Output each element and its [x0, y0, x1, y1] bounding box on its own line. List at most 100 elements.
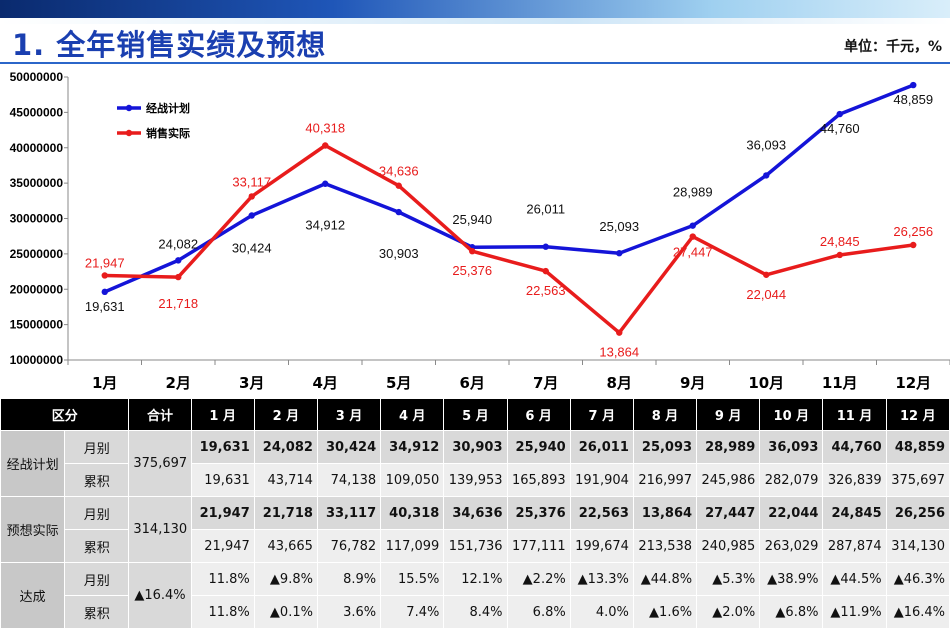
value-cell: 13,864 [632, 496, 698, 530]
x-tick-label: 12月 [895, 374, 931, 392]
actual-data-point [248, 193, 255, 200]
y-tick-label: 20000000 [10, 282, 64, 296]
value-cell: 24,082 [253, 430, 318, 464]
actual-data-label: 24,845 [820, 234, 860, 249]
value-cell: 245,986 [696, 463, 761, 497]
legend-label: 经战计划 [146, 101, 190, 115]
value-cell: 117,099 [380, 529, 445, 563]
value-cell: 199,674 [569, 529, 634, 563]
actual-data-label: 21,947 [85, 255, 125, 270]
value-cell: 7.4% [380, 595, 445, 629]
header-cell: 7 月 [569, 398, 634, 431]
top-banner-fade [0, 18, 950, 24]
header-cell: 4 月 [380, 398, 445, 431]
y-tick-label: 10000000 [10, 353, 64, 367]
header-cell: 10 月 [759, 398, 824, 431]
actual-data-label: 26,256 [893, 224, 933, 239]
group-label: 达成 [0, 562, 66, 629]
x-tick-label: 7月 [533, 374, 558, 392]
sales-line-chart: 10000000 15000000 20000000 25000000 30000000… [10, 70, 950, 392]
actual-data-label: 33,117 [232, 174, 271, 189]
actual-data-point [322, 142, 329, 149]
header-cell: 区分 [0, 398, 130, 431]
value-cell: 26,011 [569, 430, 634, 464]
value-cell: ▲5.3% [696, 562, 761, 596]
value-cell: ▲46.3% [885, 562, 950, 596]
plan-data-label: 34,912 [305, 218, 345, 233]
value-cell: 287,874 [822, 529, 887, 563]
top-banner [0, 0, 950, 18]
total-cell: 375,697 [128, 430, 192, 497]
actual-data-point [763, 271, 770, 278]
plan-data-point [689, 222, 696, 229]
value-cell: 34,636 [443, 496, 508, 530]
value-cell: 25,093 [632, 430, 698, 464]
value-cell: 44,760 [822, 430, 887, 464]
actual-data-point [395, 182, 402, 189]
value-cell: 326,839 [822, 463, 887, 497]
value-cell: 24,845 [822, 496, 887, 530]
plan-data-label: 36,093 [746, 137, 786, 152]
plan-data-point [836, 110, 843, 118]
table-row: 经战计划 月别 375,697 19,631 24,082 30,424 34,912 30,… [0, 430, 950, 497]
value-cell: 74,138 [316, 463, 382, 497]
actual-data-point [469, 248, 476, 255]
plan-data-label: 24,082 [158, 236, 198, 251]
value-cell: 375,697 [885, 463, 950, 497]
value-cell: 240,985 [696, 529, 761, 563]
legend-label: 销售实际 [146, 126, 190, 140]
y-tick-label: 40000000 [10, 141, 64, 155]
value-cell: ▲11.9% [822, 595, 887, 629]
x-tick-label: 10月 [748, 374, 784, 392]
row-label: 累积 [64, 463, 130, 497]
y-tick-label: 25000000 [10, 247, 64, 261]
value-cell: 12.1% [443, 562, 508, 596]
legend-marker [125, 129, 133, 137]
unit-label: 单位：千元，% [843, 39, 942, 55]
legend-marker [125, 104, 133, 112]
x-tick-label: 5月 [386, 374, 411, 392]
actual-data-point [101, 272, 108, 279]
actual-data-label: 22,044 [746, 287, 786, 302]
actual-data-point [836, 251, 843, 259]
actual-data-label: 34,636 [379, 164, 419, 179]
header-cell: 8 月 [632, 398, 698, 431]
value-cell: 22,044 [759, 496, 824, 530]
value-cell: 177,111 [506, 529, 571, 563]
plan-data-label: 44,760 [820, 121, 860, 136]
actual-data-label: 13,864 [599, 345, 639, 360]
value-cell: 282,079 [759, 463, 824, 497]
actual-data-label: 40,318 [305, 121, 345, 136]
header-cell: 合计 [128, 398, 192, 431]
plan-data-point [616, 250, 623, 257]
value-cell: ▲2.0% [696, 595, 761, 629]
plan-data-label: 26,011 [526, 202, 565, 217]
row-label: 月别 [64, 562, 130, 596]
value-cell: 48,859 [885, 430, 950, 464]
group-label: 经战计划 [0, 430, 66, 497]
plan-data-label: 25,093 [599, 219, 639, 234]
actual-data-point [542, 267, 549, 275]
value-cell: 6.8% [506, 595, 571, 629]
table-header-row: 区分 合计 1 月 2 月 3 月 4 月 5 月 6 月 7 月 8 月 9 … [0, 398, 950, 431]
plan-data-label: 19,631 [85, 299, 125, 314]
actual-data-label: 21,718 [158, 296, 198, 311]
plan-data-point [395, 208, 402, 216]
x-tick-label: 3月 [239, 374, 264, 392]
plan-data-point [101, 288, 108, 296]
value-cell: 263,029 [759, 529, 824, 563]
value-cell: ▲9.8% [253, 562, 318, 596]
value-cell: 213,538 [632, 529, 698, 563]
value-cell: ▲16.4% [885, 595, 950, 629]
actual-data-point [616, 329, 623, 336]
header-cell: 1 月 [190, 398, 255, 431]
table-row: 达成 月别 ▲16.4% 11.8% ▲9.8% 8.9% 15.5% 12.1% ▲2.2% ▲… [0, 562, 950, 629]
table-row: 累积 21,947 43,665 76,782 117,099 151,736 177,11… [1, 529, 950, 563]
actual-data-point [910, 241, 917, 249]
actual-series-line [104, 143, 914, 335]
value-cell: 28,989 [696, 430, 761, 464]
value-cell: 8.9% [316, 562, 382, 596]
sales-data-table: 区分 合计 1 月 2 月 3 月 4 月 5 月 6 月 7 月 8 月 9 … [0, 398, 950, 629]
plan-data-point [175, 257, 182, 264]
value-cell: 3.6% [316, 595, 382, 629]
